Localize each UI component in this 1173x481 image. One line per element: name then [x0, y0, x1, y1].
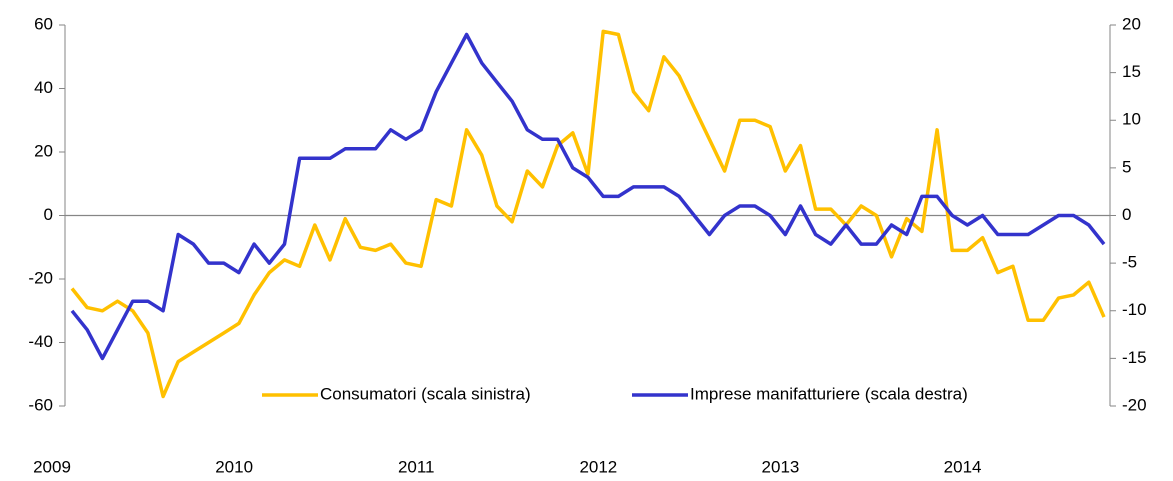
y2-tick-label: 10 [1122, 110, 1141, 129]
x-tick-label: 2012 [579, 457, 617, 476]
y-tick-label: -20 [28, 268, 53, 287]
y-tick-label: 0 [44, 205, 53, 224]
series-line [70, 29, 1106, 399]
y2-tick-label: 5 [1122, 157, 1131, 176]
y2-tick-label: -10 [1122, 300, 1147, 319]
x-tick-label: 2013 [762, 457, 800, 476]
y2-tick-label: -15 [1122, 348, 1147, 367]
y-tick-label: 60 [34, 14, 53, 33]
y2-tick-label: 20 [1122, 14, 1141, 33]
legend-label: Consumatori (scala sinistra) [320, 384, 531, 403]
legend-label: Imprese manifatturiere (scala destra) [690, 384, 968, 403]
y2-tick-label: -20 [1122, 395, 1147, 414]
y-tick-label: -60 [28, 395, 53, 414]
x-tick-label: 2009 [33, 457, 71, 476]
y2-tick-label: 15 [1122, 62, 1141, 81]
series-line [70, 32, 1106, 361]
y-tick-label: 40 [34, 78, 53, 97]
y2-tick-label: -5 [1122, 253, 1137, 272]
y2-tick-label: 0 [1122, 205, 1131, 224]
x-tick-label: 2011 [398, 457, 435, 476]
x-tick-label: 2014 [944, 457, 982, 476]
x-tick-label: 2010 [215, 457, 253, 476]
y-tick-label: 20 [34, 141, 53, 160]
y-tick-label: -40 [28, 332, 53, 351]
